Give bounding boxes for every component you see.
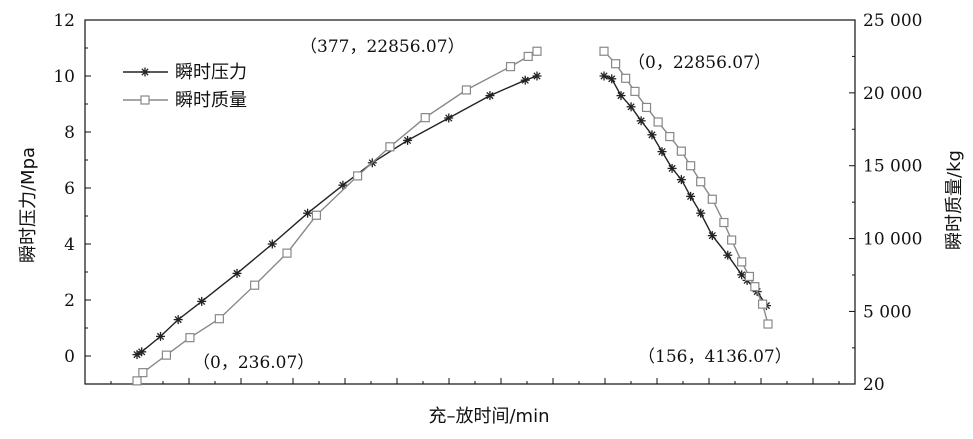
- legend-marker-pressure: [140, 67, 150, 77]
- legend-label-mass: 瞬时质量: [175, 90, 247, 111]
- data-point: [621, 73, 631, 83]
- data-point: [311, 210, 322, 220]
- legend-marker-mass: [140, 95, 150, 105]
- data-point: [352, 171, 363, 181]
- data-point: [385, 142, 395, 152]
- right-tick-label: 15 000: [863, 157, 922, 177]
- right-axis-title: 瞬时质量/kg: [944, 150, 965, 250]
- data-point: [686, 161, 696, 171]
- left-tick-label: 2: [64, 291, 75, 311]
- data-point: [214, 314, 224, 324]
- annotation-charge-start: （0，236.07）: [193, 353, 314, 373]
- series-line: [136, 75, 538, 356]
- annotation-charge-end: （377，22856.07）: [300, 37, 465, 57]
- data-point: [532, 46, 542, 56]
- data-point: [665, 131, 675, 142]
- data-point: [719, 217, 729, 228]
- data-point: [282, 248, 292, 258]
- data-point: [132, 376, 142, 386]
- data-point: [763, 319, 773, 329]
- legend: 瞬时压力 瞬时质量: [123, 62, 247, 111]
- legend-label-pressure: 瞬时压力: [175, 62, 247, 83]
- legend-item-mass: 瞬时质量: [123, 90, 247, 111]
- left-tick-label: 4: [64, 235, 75, 255]
- right-tick-label: 25 000: [863, 11, 922, 31]
- right-axis: 20 5 000 10 000 15 000 20 000 25 000: [849, 11, 922, 395]
- left-tick-label: 8: [64, 123, 75, 143]
- data-point: [641, 102, 652, 113]
- data-point: [757, 299, 768, 309]
- data-point: [138, 368, 148, 378]
- data-point: [630, 86, 640, 97]
- data-point: [696, 177, 706, 187]
- x-axis: [110, 378, 840, 384]
- right-tick-label: 5 000: [863, 302, 912, 322]
- annotation-discharge-start: （0，22856.07）: [628, 53, 771, 73]
- right-tick-label: 20: [863, 375, 885, 395]
- data-point: [737, 257, 747, 267]
- data-point: [420, 113, 430, 123]
- left-tick-label: 6: [64, 179, 75, 199]
- data-point: [676, 146, 686, 156]
- data-point: [653, 117, 663, 127]
- left-tick-label: 12: [53, 11, 75, 31]
- data-point: [461, 85, 472, 95]
- data-point: [727, 235, 737, 245]
- right-tick-label: 10 000: [863, 230, 922, 250]
- data-point: [750, 282, 760, 292]
- x-axis-title: 充–放时间/min: [428, 406, 549, 427]
- left-tick-label: 0: [64, 347, 75, 367]
- series-pressure: [132, 71, 771, 360]
- series-mass: [132, 46, 773, 386]
- data-point: [185, 333, 195, 343]
- data-point: [161, 350, 172, 360]
- right-tick-label: 20 000: [863, 84, 922, 104]
- legend-item-pressure: 瞬时压力: [123, 62, 247, 83]
- data-point: [611, 59, 621, 69]
- data-point: [707, 194, 717, 204]
- annotation-discharge-end: （156，4136.07）: [638, 347, 792, 367]
- series-layer: [132, 46, 773, 386]
- data-point: [250, 280, 260, 290]
- data-point: [523, 51, 533, 62]
- left-tick-label: 10: [53, 67, 75, 87]
- left-axis: 0 2 4 6 8 10 12: [53, 11, 91, 385]
- data-point: [505, 62, 516, 72]
- left-axis-title: 瞬时压力/Mpa: [18, 147, 39, 263]
- data-point: [599, 46, 609, 56]
- data-point: [744, 271, 755, 282]
